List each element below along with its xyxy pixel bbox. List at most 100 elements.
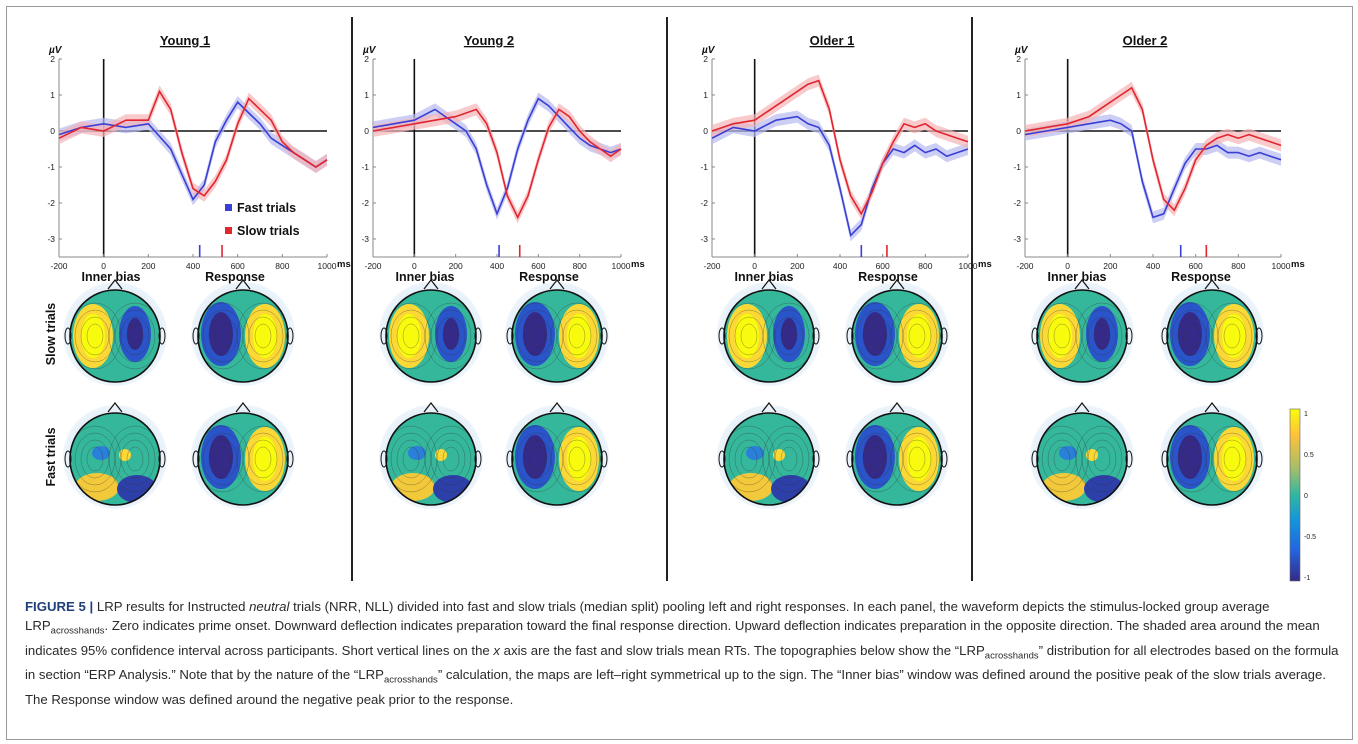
- panel-title: Young 2: [464, 33, 514, 48]
- contour-line: [1211, 309, 1253, 363]
- head-outline: [385, 289, 477, 383]
- blob-blue-small: [408, 446, 426, 460]
- series-line-slow: [372, 108, 622, 220]
- nose-outline: [235, 279, 251, 290]
- contour-line: [852, 425, 904, 493]
- contour-line: [1093, 446, 1111, 472]
- series-line-slow: [1024, 86, 1282, 212]
- series-line-fast: [711, 115, 969, 238]
- head-outline: [1036, 289, 1128, 383]
- contour-line: [430, 432, 472, 486]
- ear-right: [1125, 450, 1133, 468]
- contour-line: [1093, 323, 1111, 349]
- x-tick-label: -200: [703, 261, 720, 271]
- x-tick-label: 1000: [1272, 261, 1291, 271]
- contour-line: [126, 446, 144, 472]
- y-tick-label: -1: [47, 162, 55, 172]
- contour-line: [242, 309, 284, 363]
- nose-outline: [1074, 279, 1090, 290]
- legend-swatch-fast: [225, 204, 232, 211]
- blob-blue-core: [127, 318, 143, 350]
- blob-blue-core: [1178, 312, 1202, 356]
- head-outline: [723, 412, 815, 506]
- waveform-panel-2: Young 2 µV2 1 0 -1 -2 -3 -200 0 200 400 600 800 1000 m…: [361, 33, 644, 284]
- contour-line: [556, 432, 598, 486]
- blob-blue-small: [1059, 446, 1077, 460]
- scalp-colors: [198, 290, 288, 382]
- ear-left: [718, 327, 726, 345]
- waveform-panel-3: Older 1 µV2 1 0 -1 -2 -3 -200 0 200 400 600 800 1000 m…: [700, 33, 991, 284]
- contour-line: [114, 432, 156, 486]
- scalp-colors: [1037, 413, 1127, 505]
- contour-line: [724, 302, 776, 370]
- ear-right: [1125, 327, 1133, 345]
- y-tick-label: -1: [361, 162, 369, 172]
- nose-outline: [1204, 402, 1220, 413]
- head-outline: [1166, 412, 1258, 506]
- window-label-response: Response: [519, 270, 579, 284]
- contour-line: [896, 309, 938, 363]
- ear-right: [940, 450, 948, 468]
- ci-band-slow: [1025, 81, 1281, 217]
- contour-line: [780, 323, 798, 349]
- contour-line: [724, 425, 776, 493]
- ear-left: [1161, 450, 1169, 468]
- colorbar-tick-label: 0: [1304, 493, 1308, 500]
- blob-blue-small: [92, 446, 110, 460]
- ear-right: [158, 450, 166, 468]
- y-unit-label: µV: [48, 45, 63, 56]
- contour-line: [1223, 446, 1241, 472]
- contour-line: [1053, 323, 1071, 349]
- contour-line: [1053, 446, 1071, 472]
- scalp-colors: [1037, 290, 1127, 382]
- y-tick-label: 0: [364, 126, 369, 136]
- scalp-map-7: [379, 402, 483, 509]
- contour-line: [556, 309, 598, 363]
- ear-right: [600, 327, 608, 345]
- head-outline: [385, 412, 477, 506]
- legend-label-fast: Fast trials: [237, 201, 296, 215]
- window-label-inner-bias: Inner bias: [1047, 270, 1106, 284]
- contour-line: [568, 323, 586, 349]
- nose-outline: [761, 402, 777, 413]
- y-tick-label: -2: [1013, 198, 1021, 208]
- blob-blue-core: [523, 435, 547, 479]
- contour-line: [214, 323, 232, 349]
- scalp-colors: [70, 290, 160, 382]
- ear-left: [846, 327, 854, 345]
- x-tick-label: 1000: [959, 261, 978, 271]
- contour-line: [430, 309, 472, 363]
- contour-line: [254, 323, 272, 349]
- window-label-inner-bias: Inner bias: [734, 270, 793, 284]
- scalp-colors: [1167, 413, 1257, 505]
- nose-outline: [889, 279, 905, 290]
- contour-line: [254, 446, 272, 472]
- y-unit-label: µV: [362, 45, 377, 56]
- ear-left: [380, 450, 388, 468]
- scalp-map-15: [1030, 402, 1134, 509]
- ear-right: [812, 327, 820, 345]
- blob-blue-core: [443, 318, 459, 350]
- contour-line: [1075, 425, 1127, 493]
- figure-label: FIGURE 5 |: [25, 599, 94, 614]
- contour-line: [908, 446, 926, 472]
- ear-left: [64, 450, 72, 468]
- nose-outline: [423, 279, 439, 290]
- x-tick-label: 0: [101, 261, 106, 271]
- contour-line: [386, 302, 438, 370]
- contour-line: [236, 425, 288, 493]
- contour-line: [768, 432, 810, 486]
- ear-right: [286, 327, 294, 345]
- x-tick-label: 600: [531, 261, 545, 271]
- caption-sub-2: acrosshands: [984, 650, 1039, 662]
- contour-line: [402, 446, 420, 472]
- x-tick-label: 400: [833, 261, 847, 271]
- contour-line: [1167, 302, 1219, 370]
- x-tick-label: 800: [275, 261, 289, 271]
- contour-line: [568, 446, 586, 472]
- scalp-map-12: [845, 402, 949, 509]
- scalp-map-11: [717, 402, 821, 509]
- scalp-colors: [852, 413, 942, 505]
- blob-yellow-core: [253, 314, 277, 358]
- y-tick-label: 2: [50, 54, 55, 64]
